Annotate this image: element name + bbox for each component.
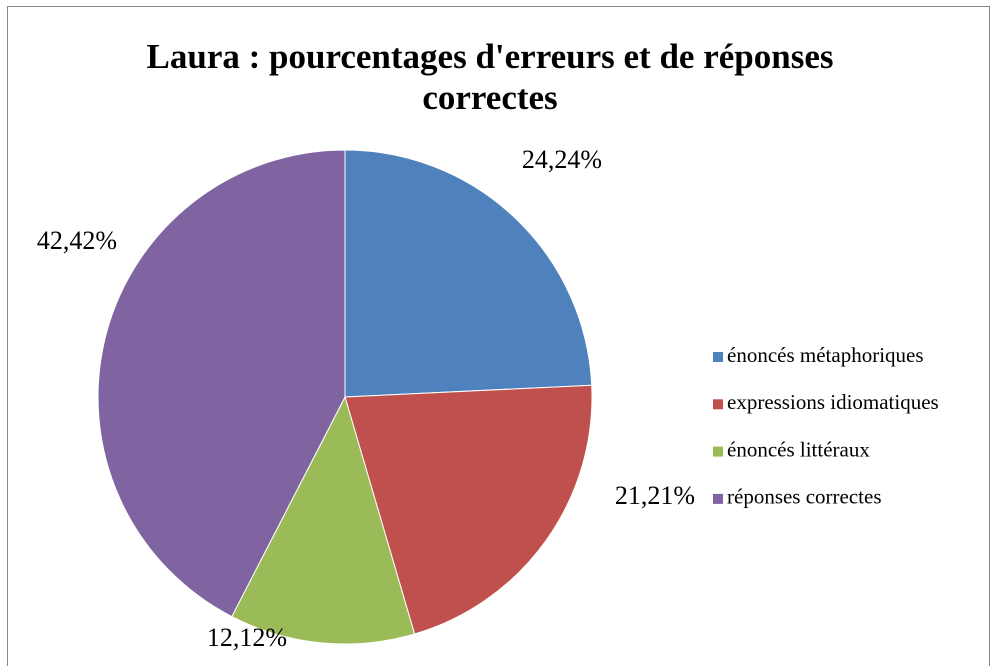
data-label: 12,12%: [207, 623, 287, 652]
legend-swatch: [713, 446, 723, 457]
chart-title: Laura : pourcentages d'erreurs et de rép…: [146, 37, 834, 117]
data-label: 24,24%: [522, 145, 602, 174]
pie-slice: [97, 149, 346, 618]
legend-swatch: [713, 399, 723, 410]
legend-swatch: [713, 352, 723, 362]
legend-swatch: [713, 493, 723, 504]
legend-label: énoncés littéraux: [727, 437, 870, 461]
chart-frame: [7, 6, 990, 666]
pie-slice: [231, 395, 416, 645]
pie-slice: [344, 149, 593, 398]
data-label: 42,42%: [37, 226, 117, 255]
legend-label: réponses correctes: [727, 485, 882, 509]
data-label: 21,21%: [615, 481, 695, 510]
legend-label: expressions idiomatiques: [727, 390, 939, 414]
pie-slice: [344, 384, 593, 635]
legend-label: énoncés métaphoriques: [727, 343, 924, 367]
